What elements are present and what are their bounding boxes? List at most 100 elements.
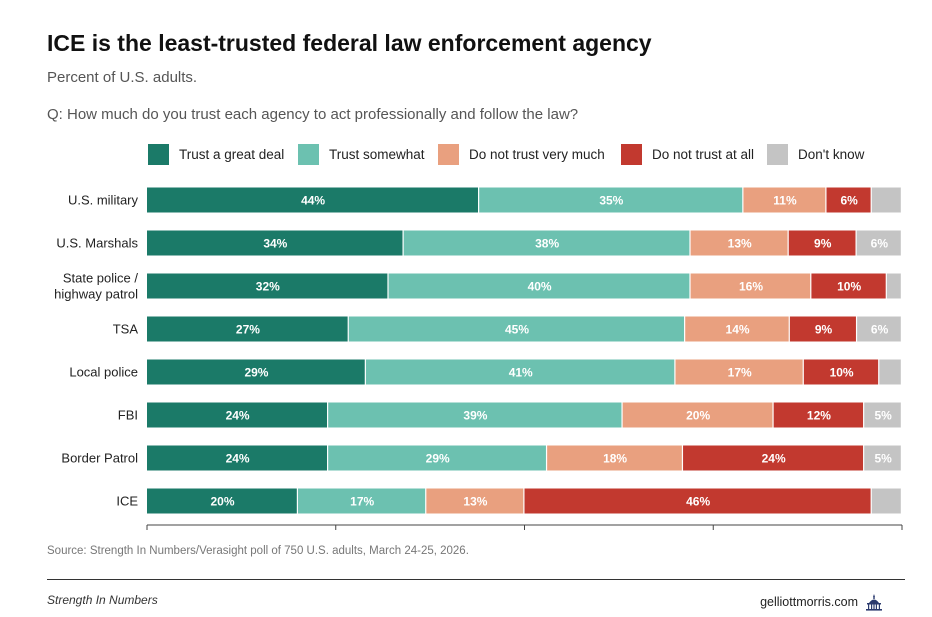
data-label: 29%	[426, 452, 450, 466]
category-label: FBI	[118, 408, 138, 423]
brand-name: Strength In Numbers	[47, 593, 158, 607]
data-label: 17%	[350, 495, 374, 509]
data-label: 27%	[236, 323, 260, 337]
legend-label: Don't know	[798, 146, 865, 162]
data-label: 24%	[226, 409, 250, 423]
data-label: 34%	[263, 237, 287, 251]
bar-segment-trust-a-great-deal	[147, 230, 403, 256]
data-label: 17%	[728, 366, 752, 380]
bar-segment-trust-somewhat	[403, 230, 690, 256]
bar-segment-trust-somewhat	[328, 445, 546, 471]
bar-segment-trust-a-great-deal	[147, 316, 348, 342]
data-label: 38%	[535, 237, 559, 251]
data-label: 44%	[301, 194, 325, 208]
data-label: 9%	[815, 323, 833, 337]
bar-segment-don-t-know	[886, 273, 901, 299]
legend-item-trust-great-deal: Trust a great deal	[148, 143, 284, 165]
category-label: State police /	[63, 271, 139, 286]
bar-segment-do-not-trust-at-all	[788, 230, 856, 256]
data-label: 45%	[505, 323, 529, 337]
bar-segment-do-not-trust-at-all	[789, 316, 856, 342]
category-label: highway patrol	[54, 287, 138, 302]
bar-segment-trust-a-great-deal	[147, 445, 327, 471]
data-label: 11%	[773, 194, 797, 208]
data-label: 18%	[603, 452, 627, 466]
data-label: 6%	[840, 194, 858, 208]
bar-segment-do-not-trust-very-much	[547, 445, 682, 471]
data-label: 6%	[871, 237, 889, 251]
legend-item-not-trust-at-all: Do not trust at all	[621, 143, 754, 165]
footer-divider	[47, 579, 905, 580]
bar-segment-don-t-know	[879, 359, 901, 385]
data-label: 40%	[528, 280, 552, 294]
data-label: 24%	[762, 452, 786, 466]
category-label: U.S. Marshals	[56, 236, 138, 251]
category-label: Local police	[69, 365, 138, 380]
data-label: 20%	[210, 495, 234, 509]
data-label: 32%	[256, 280, 280, 294]
legend-item-not-trust-very-much: Do not trust very much	[438, 143, 605, 165]
bar-segment-do-not-trust-very-much	[622, 402, 773, 428]
data-label: 14%	[726, 323, 750, 337]
chart-subtitle: Percent of U.S. adults.	[47, 69, 198, 86]
data-label: 13%	[728, 237, 752, 251]
bar-segment-trust-somewhat	[365, 359, 675, 385]
bar-segment-trust-somewhat	[479, 187, 743, 213]
legend-item-dont-know: Don't know	[767, 143, 864, 165]
bar-segment-don-t-know	[871, 187, 901, 213]
bar-segment-do-not-trust-at-all	[803, 359, 879, 385]
legend-swatch	[767, 143, 788, 165]
legend-swatch	[148, 143, 169, 165]
bar-segment-do-not-trust-very-much	[690, 230, 788, 256]
legend-label: Trust a great deal	[179, 146, 285, 162]
data-label: 12%	[807, 409, 831, 423]
data-label: 10%	[837, 280, 861, 294]
legend-label: Do not trust very much	[469, 146, 605, 162]
category-label: Border Patrol	[61, 451, 138, 466]
category-label: ICE	[116, 494, 138, 509]
data-label: 24%	[226, 452, 250, 466]
bar-segment-do-not-trust-very-much	[426, 488, 524, 514]
bar-segment-trust-somewhat	[298, 488, 426, 514]
data-label: 20%	[686, 409, 710, 423]
category-label: TSA	[113, 322, 139, 337]
legend: Trust a great deal Trust somewhat Do not…	[0, 143, 932, 165]
bar-segment-don-t-know	[864, 445, 901, 471]
capitol-icon	[864, 592, 884, 612]
legend-label: Do not trust at all	[652, 146, 755, 162]
bar-segment-trust-a-great-deal	[147, 402, 327, 428]
bar-segment-trust-a-great-deal	[147, 488, 297, 514]
legend-swatch	[621, 143, 642, 165]
category-label: U.S. military	[68, 193, 139, 208]
bar-segment-do-not-trust-very-much	[690, 273, 811, 299]
bar-segment-trust-somewhat	[388, 273, 690, 299]
bar-segment-don-t-know	[864, 402, 901, 428]
data-label: 29%	[244, 366, 268, 380]
bar-segment-do-not-trust-at-all	[826, 187, 871, 213]
data-label: 5%	[874, 452, 892, 466]
bar-segment-trust-a-great-deal	[147, 187, 478, 213]
data-label: 46%	[686, 495, 710, 509]
data-label: 5%	[874, 409, 892, 423]
chart-title: ICE is the least-trusted federal law enf…	[47, 30, 652, 56]
bar-segment-trust-a-great-deal	[147, 273, 388, 299]
bar-segment-don-t-know	[857, 316, 901, 342]
bar-segment-trust-somewhat	[348, 316, 685, 342]
bar-segment-do-not-trust-very-much	[675, 359, 803, 385]
bar-segment-do-not-trust-at-all	[811, 273, 886, 299]
legend-swatch	[438, 143, 459, 165]
data-label: 9%	[814, 237, 832, 251]
data-label: 39%	[463, 409, 487, 423]
data-label: 35%	[599, 194, 623, 208]
bar-segment-trust-a-great-deal	[147, 359, 365, 385]
legend-swatch	[298, 143, 319, 165]
bar-segment-do-not-trust-at-all	[524, 488, 871, 514]
site-credit: gelliottmorris.com	[760, 592, 884, 612]
data-label: 10%	[830, 366, 854, 380]
legend-item-trust-somewhat: Trust somewhat	[298, 143, 425, 165]
data-label: 16%	[739, 280, 763, 294]
bar-segment-don-t-know	[856, 230, 901, 256]
bar-segment-do-not-trust-at-all	[683, 445, 864, 471]
data-label: 6%	[871, 323, 889, 337]
survey-question: Q: How much do you trust each agency to …	[47, 106, 579, 123]
